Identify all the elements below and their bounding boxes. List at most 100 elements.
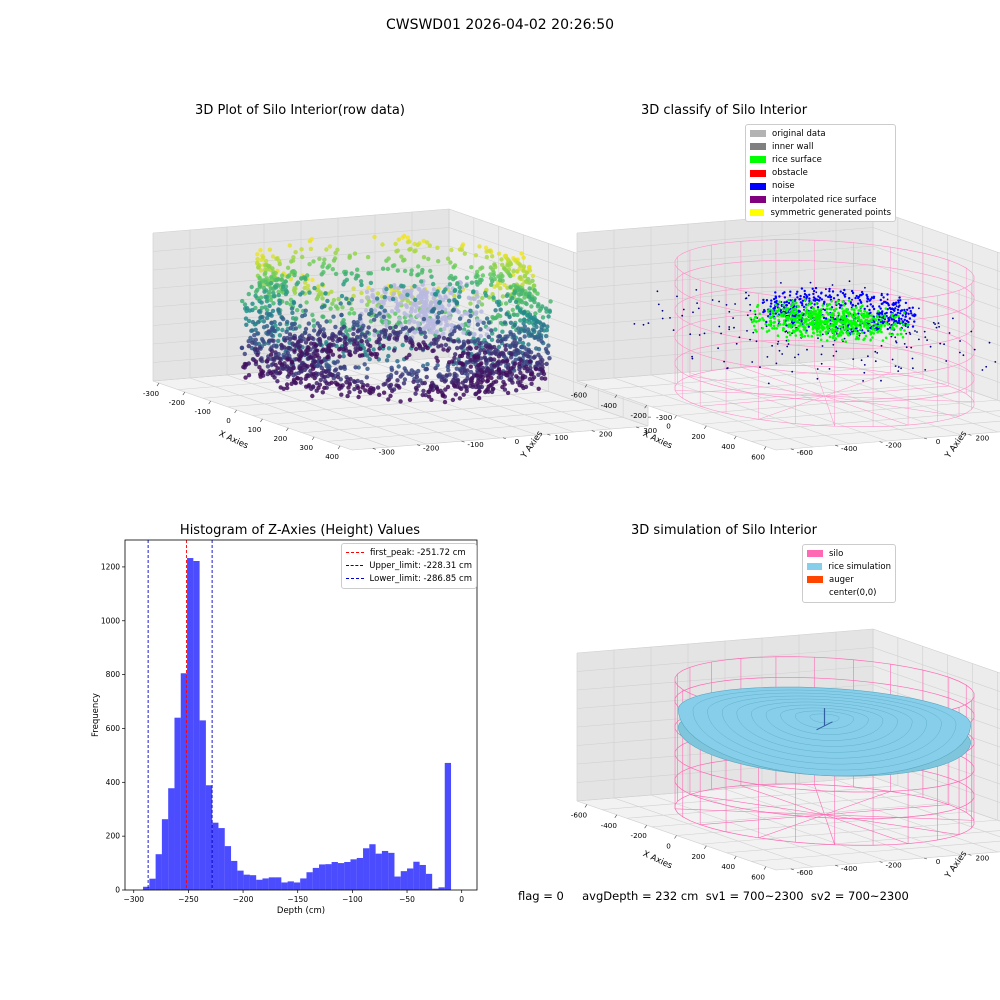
plot1-data-point xyxy=(544,333,549,339)
plot1-data-point xyxy=(446,302,452,308)
plot1-data-point xyxy=(424,294,429,299)
plot4-x-tick-label: 400 xyxy=(721,862,735,871)
plot1-data-point xyxy=(392,348,397,353)
plot1-data-point xyxy=(359,290,364,296)
plot1-data-point xyxy=(388,325,393,331)
plot2-grid-line xyxy=(835,359,1000,418)
plot3-y-tick-label: 800 xyxy=(106,670,121,679)
plot1-data-point xyxy=(290,269,295,274)
plot1-data-point xyxy=(327,319,333,324)
plot1-data-point xyxy=(375,385,381,390)
plot1-data-point xyxy=(344,296,349,301)
plot1-data-point xyxy=(255,252,260,257)
plot1-data-point xyxy=(365,254,371,260)
plot2-rice-point xyxy=(838,334,841,337)
plot1-data-point xyxy=(466,318,472,324)
plot1-data-point xyxy=(449,247,454,253)
plot1-data-point xyxy=(403,303,409,308)
plot1-data-point xyxy=(391,329,396,334)
plot1-data-point xyxy=(509,352,514,357)
plot2-rice-point xyxy=(881,339,885,342)
plot1-data-point xyxy=(290,316,296,321)
plot1-data-point xyxy=(328,342,333,347)
plot2-rice-point xyxy=(840,326,843,329)
plot2-noise-point xyxy=(745,297,748,300)
plot2-noise-point xyxy=(832,355,835,357)
plot2-noise-point xyxy=(852,358,855,360)
plot2-noise-point xyxy=(869,298,872,301)
plot2-x-label: X Axies xyxy=(641,429,674,452)
plot1-data-point xyxy=(498,338,504,344)
plot2-rice-point xyxy=(812,331,815,335)
plot2-rice-point xyxy=(765,330,769,333)
plot1-data-point xyxy=(381,314,386,319)
plot1-data-point xyxy=(393,311,398,316)
plot2-rice-point xyxy=(815,302,818,305)
plot1-data-point xyxy=(307,383,312,388)
plot4-x-tick xyxy=(644,824,647,829)
plot1-data-point xyxy=(524,270,529,275)
legend-item: first_peak: -251.72 cm xyxy=(346,546,472,559)
plot1-data-point xyxy=(317,256,322,261)
plot2-rice-point xyxy=(782,308,785,311)
plot2-noise-point xyxy=(894,307,897,310)
plot3-bar xyxy=(174,717,181,890)
plot2-rice-point xyxy=(891,312,894,316)
plot2-rice-point xyxy=(804,320,808,323)
plot2-rice-point xyxy=(753,316,757,319)
plot1-data-point xyxy=(311,259,316,264)
plot1-data-point xyxy=(264,315,270,321)
plot1-data-point xyxy=(276,338,281,344)
plot2-noise-point xyxy=(868,308,871,312)
plot2-noise-point xyxy=(779,309,783,312)
plot2-rice-point xyxy=(777,318,780,322)
plot1-data-point xyxy=(527,268,533,273)
plot2-noise-point xyxy=(822,316,826,320)
plot2-silo-spoke xyxy=(824,395,974,403)
plot2-noise-point xyxy=(696,302,698,304)
plot1-data-point xyxy=(487,345,493,350)
plot2-noise-point xyxy=(749,309,752,312)
plot1-data-point xyxy=(542,376,548,381)
plot1-data-point xyxy=(386,346,392,351)
plot1-data-point xyxy=(355,320,360,325)
plot1-data-point xyxy=(384,323,389,329)
plot2-rice-point xyxy=(835,316,839,319)
plot1-data-point xyxy=(309,335,315,341)
legend-item: Lower_limit: -286.85 cm xyxy=(346,572,472,585)
plot2-noise-point xyxy=(891,358,894,361)
plot2-rice-point xyxy=(902,311,906,315)
plot1-data-point xyxy=(545,350,551,355)
plot1-data-point xyxy=(532,299,537,305)
plot2-noise-point xyxy=(876,352,879,354)
plot2-noise-point xyxy=(881,302,884,305)
plot1-data-point xyxy=(424,366,429,372)
plot2-rice-point xyxy=(803,298,807,302)
plot1-data-point xyxy=(479,309,484,314)
plot2-noise-point xyxy=(857,296,860,300)
plot2-noise-point xyxy=(881,310,884,313)
plot1-data-point xyxy=(368,343,373,349)
plot1-data-point xyxy=(335,382,340,387)
plot1-data-point xyxy=(473,274,479,280)
plot2-noise-point xyxy=(822,308,825,311)
plot1-data-point xyxy=(292,285,297,291)
plot1-data-point xyxy=(269,275,274,280)
plot1-data-point xyxy=(399,254,404,259)
plot1-data-point xyxy=(393,241,398,247)
plot1-data-point xyxy=(518,337,523,342)
plot2-rice-point xyxy=(841,338,844,342)
plot2-rice-point xyxy=(817,327,820,331)
plot1-data-point xyxy=(388,284,394,289)
plot2-rice-point xyxy=(796,305,800,308)
plot2-rice-point xyxy=(868,323,871,327)
plot3-bar xyxy=(331,862,338,890)
plot1-data-point xyxy=(422,380,427,386)
plot1-data-point xyxy=(268,311,273,317)
plot1-data-point xyxy=(474,279,479,285)
plot2-noise-point xyxy=(894,336,897,339)
plot1-data-point xyxy=(296,339,301,344)
plot1-data-point xyxy=(325,298,330,304)
plot1-data-point xyxy=(441,335,447,341)
